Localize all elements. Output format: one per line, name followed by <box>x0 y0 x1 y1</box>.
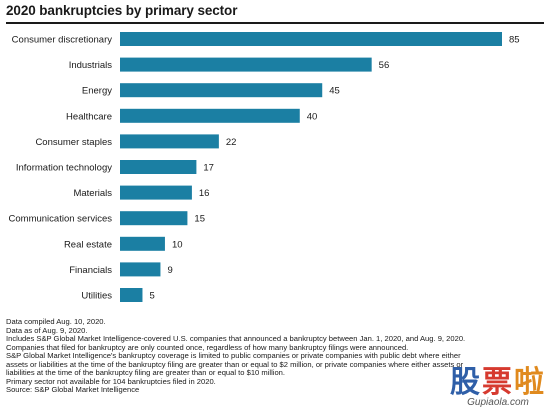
value-label: 85 <box>509 35 520 46</box>
value-label: 17 <box>203 163 214 174</box>
value-label: 16 <box>199 188 210 199</box>
category-label: Information technology <box>16 163 112 174</box>
title-rule <box>6 22 544 24</box>
category-label: Consumer discretionary <box>12 35 113 46</box>
bar <box>120 160 197 174</box>
category-label: Utilities <box>81 291 112 302</box>
value-label: 22 <box>226 137 237 148</box>
category-label: Consumer staples <box>35 137 112 148</box>
category-label: Communication services <box>9 214 113 225</box>
bar <box>120 134 219 149</box>
note-line: Primary sector not available for 104 ban… <box>6 377 216 386</box>
note-line: Companies that filed for bankruptcy are … <box>6 343 409 352</box>
value-label: 45 <box>329 86 340 97</box>
watermark: 股票啦 Gupiaola.com <box>450 366 546 409</box>
note-line: Data as of Aug. 9, 2020. <box>6 326 88 335</box>
note-line: Includes S&P Global Market Intelligence-… <box>6 335 466 343</box>
bar <box>120 32 502 46</box>
chart-notes: Data compiled Aug. 10, 2020. Data as of … <box>6 318 546 395</box>
value-label: 5 <box>149 291 154 302</box>
category-label: Materials <box>73 188 112 199</box>
note-line: Source: S&P Global Market Intelligence <box>6 386 140 394</box>
bar <box>120 288 143 302</box>
value-label: 56 <box>379 60 390 71</box>
value-label: 10 <box>172 239 183 250</box>
value-label: 15 <box>194 214 205 225</box>
note-line: S&P Global Market Intelligence's bankrup… <box>6 352 461 360</box>
value-label: 40 <box>307 111 318 122</box>
note-line: liabilities at the time of the bankruptc… <box>6 369 286 377</box>
chart-title: 2020 bankruptcies by primary sector <box>6 3 238 18</box>
note-line: assets or liabilities at the time of the… <box>6 360 464 369</box>
bar <box>120 211 188 226</box>
bar-chart: Consumer discretionary 85 Industrials 56 Ene… <box>9 32 520 302</box>
category-label: Industrials <box>69 60 113 71</box>
category-label: Real estate <box>64 239 112 250</box>
category-label: Energy <box>82 86 112 97</box>
bar <box>120 262 161 277</box>
bar <box>120 236 165 251</box>
bar <box>120 83 323 98</box>
watermark-logo: 股票啦 <box>450 366 546 399</box>
category-label: Healthcare <box>66 111 112 122</box>
category-label: Financials <box>69 265 112 276</box>
bar <box>120 57 372 72</box>
value-label: 9 <box>167 265 172 276</box>
note-line: Data compiled Aug. 10, 2020. <box>6 318 106 326</box>
bar <box>120 185 192 200</box>
watermark-url: Gupiaola.com <box>467 397 529 408</box>
bar <box>120 108 300 123</box>
